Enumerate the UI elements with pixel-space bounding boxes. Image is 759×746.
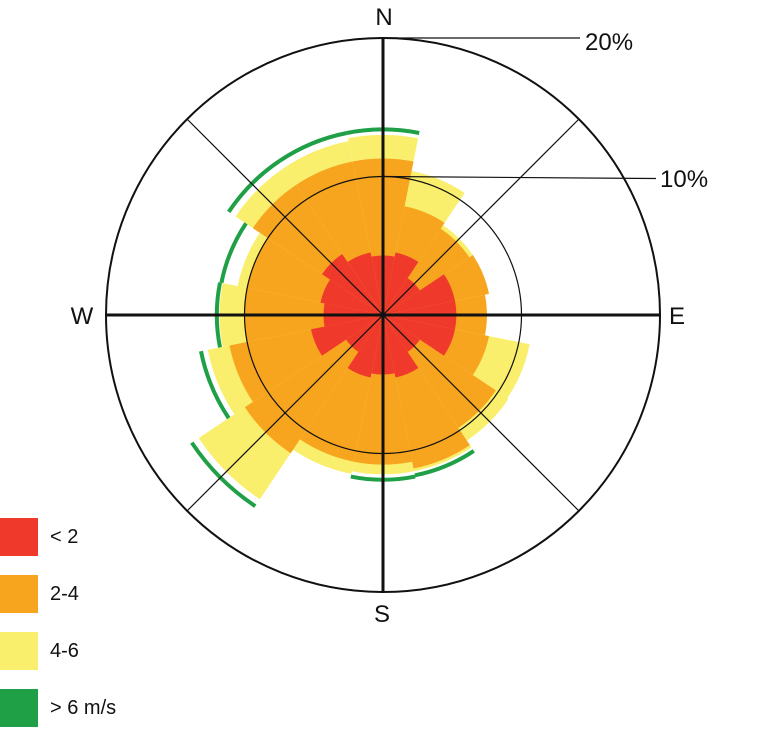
sector-nnw-band-3	[278, 131, 348, 163]
sector-ssw-band-0	[347, 315, 383, 378]
sector-ese-band-0	[383, 315, 455, 356]
legend-swatch-lt2	[0, 518, 38, 556]
sector-nnw-band-0	[347, 252, 383, 315]
leader-10	[382, 175, 657, 180]
ring-label-10: 10%	[660, 166, 708, 193]
legend-label-4-6: 4-6	[50, 639, 79, 662]
legend-label-2-4: 2-4	[50, 582, 79, 605]
wind-rose-frame	[105, 37, 661, 593]
sector-ene-band-0	[383, 274, 455, 315]
legend-swatch-4-6	[0, 632, 38, 670]
legend-swatch-gt6	[0, 689, 38, 727]
direction-label-east: E	[669, 303, 685, 330]
sector-wsw-band-0	[311, 315, 383, 356]
legend-item-lt2: < 2	[0, 518, 116, 556]
sector-sse-band-0	[383, 315, 419, 378]
direction-label-west: W	[71, 303, 94, 330]
legend-item-gt6: > 6 m/s	[0, 689, 116, 727]
ring-label-20: 20%	[585, 29, 633, 56]
sector-sse-band-3	[414, 449, 475, 478]
sector-wnw-band-0	[320, 279, 383, 315]
legend-swatch-2-4	[0, 575, 38, 613]
wind-rose-sectors	[190, 127, 530, 508]
sector-nne-band-0	[383, 252, 419, 315]
legend-item-2-4: 2-4	[0, 575, 116, 613]
direction-label-south: S	[374, 601, 390, 628]
legend-label-gt6: > 6 m/s	[50, 696, 117, 719]
legend-label-lt2: < 2	[50, 525, 79, 548]
sector-wsw-band-3	[199, 350, 231, 420]
direction-label-north: N	[375, 4, 392, 31]
sector-wnw-band-3	[219, 222, 248, 284]
legend-item-4-6: 4-6	[0, 632, 116, 670]
legend: < 2 2-4 4-6 > 6 m/s	[0, 518, 116, 746]
